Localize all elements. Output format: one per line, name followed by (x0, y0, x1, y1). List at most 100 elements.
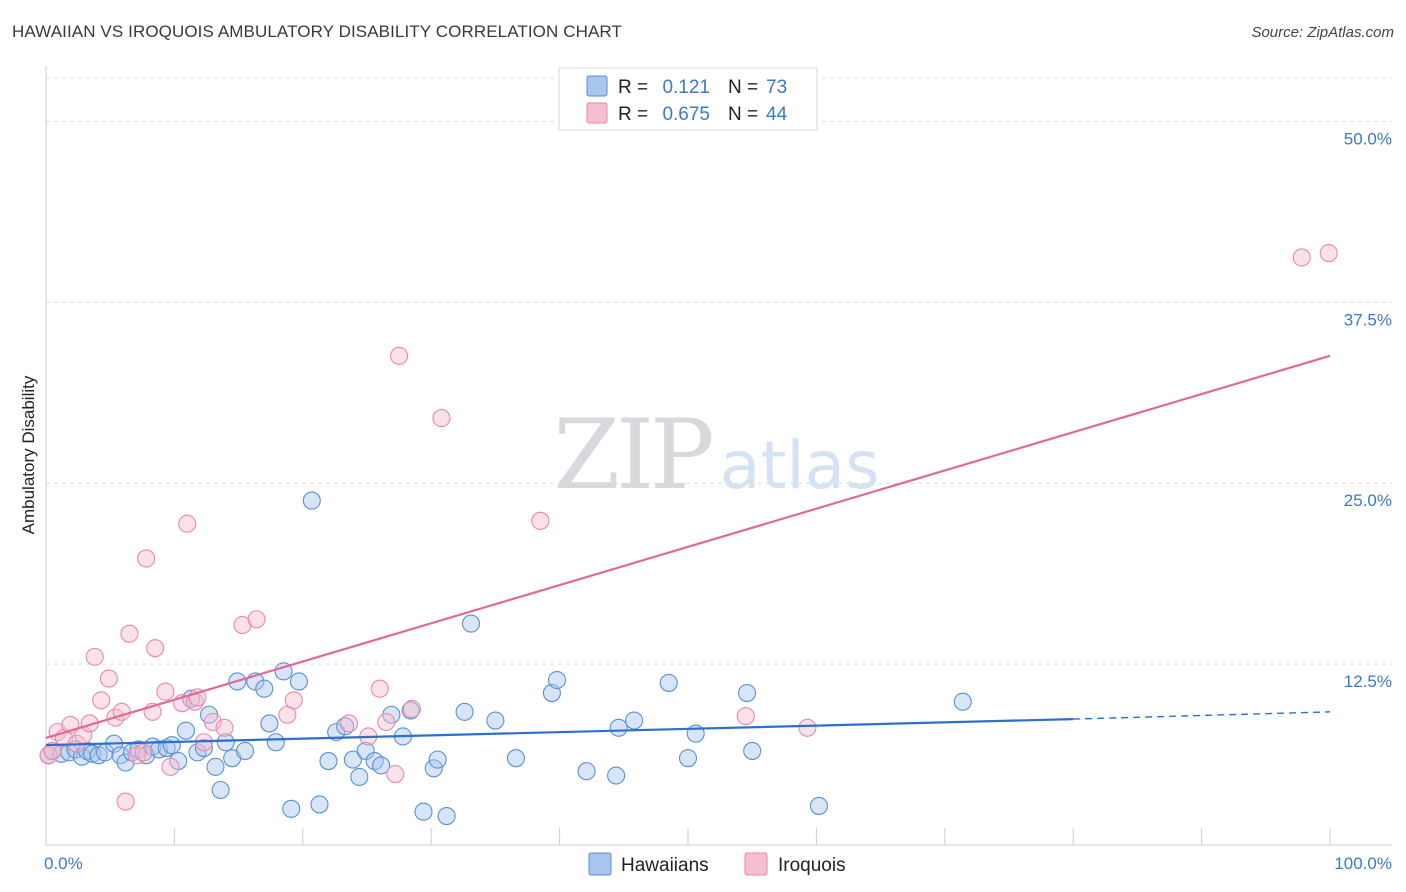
iroquois-point-27 (203, 712, 222, 732)
y-tick-label-0: 12.5% (1344, 672, 1392, 691)
x-tick-label-1: 100.0% (1334, 854, 1392, 873)
iroquois-point-10 (99, 669, 118, 688)
iroquois-point-39 (402, 699, 421, 719)
hawaiians-point-46 (356, 741, 375, 760)
legend-swatch-iroquois (586, 102, 608, 124)
iroquois-point-38 (390, 346, 409, 365)
iroquois-point-42 (736, 707, 755, 726)
bottom-legend-swatch-iroquois (744, 852, 768, 876)
iroquois-trend-line (45, 354, 1331, 739)
watermark: ZIP atlas (553, 399, 879, 511)
hawaiians-point-27 (211, 780, 230, 800)
legend-n-label-iroquois: N = (728, 104, 758, 125)
hawaiians-point-24 (194, 738, 213, 758)
iroquois-point-16 (134, 743, 153, 762)
bottom-legend: Hawaiians Iroquois (588, 852, 846, 876)
legend: R = 0.121 N = 73 R = 0.675 N = 44 (558, 67, 818, 131)
hawaiians-point-57 (461, 614, 481, 633)
hawaiians-point-55 (437, 807, 456, 826)
hawaiians-point-35 (266, 733, 285, 752)
iroquois-point-45 (1319, 244, 1338, 263)
hawaiians-point-69 (738, 683, 757, 703)
legend-r-value-iroquois: 0.675 (662, 104, 710, 125)
chart-title: HAWAIIAN VS IROQUOIS AMBULATORY DISABILI… (12, 22, 622, 41)
iroquois-point-1 (43, 741, 62, 760)
hawaiians-trend-line (45, 717, 1074, 747)
iroquois-point-33 (339, 714, 359, 733)
hawaiians-point-64 (609, 718, 628, 737)
legend-r-value-hawaiians: 0.121 (662, 77, 710, 98)
iroquois-point-30 (247, 610, 266, 629)
iroquois-point-41 (531, 511, 550, 530)
y-tick-label-1: 25.0% (1344, 491, 1392, 510)
hawaiians-point-40 (310, 795, 329, 814)
legend-n-value-hawaiians: 73 (766, 77, 787, 98)
hawaiians-point-34 (260, 714, 279, 733)
iroquois-point-13 (116, 792, 135, 811)
hawaiians-point-39 (302, 491, 321, 510)
hawaiians-point-54 (428, 750, 447, 769)
iroquois-point-43 (798, 718, 817, 737)
hawaiians-point-42 (327, 723, 346, 742)
hawaiians-point-65 (625, 711, 644, 730)
axes (45, 66, 1392, 846)
y-tick-label-3: 50.0% (1344, 129, 1392, 148)
y-axis-label: Ambulatory Disability (19, 375, 38, 534)
hawaiians-point-71 (809, 796, 829, 815)
hawaiians-point-28 (216, 733, 235, 752)
iroquois-point-17 (137, 549, 156, 568)
hawaiians-trend-extension (1073, 711, 1331, 720)
iroquois-point-14 (120, 624, 139, 643)
iroquois-point-20 (156, 682, 175, 701)
hawaiians-points (39, 491, 972, 826)
iroquois-point-35 (370, 679, 389, 698)
x-tick-label-0: 0.0% (44, 854, 83, 873)
hawaiians-point-44 (343, 750, 362, 769)
hawaiians-point-63 (607, 766, 626, 785)
hawaiians-point-33 (255, 679, 274, 698)
hawaiians-point-59 (506, 749, 525, 768)
hawaiians-point-70 (743, 741, 762, 760)
source-label: Source: ZipAtlas.com (1251, 24, 1394, 41)
iroquois-point-23 (178, 514, 197, 533)
hawaiians-point-38 (289, 672, 308, 691)
hawaiians-point-48 (372, 756, 391, 775)
iroquois-point-9 (92, 691, 111, 710)
hawaiians-point-21 (176, 721, 196, 740)
hawaiians-point-31 (235, 741, 255, 760)
legend-r-label-iroquois: R = (618, 104, 648, 125)
legend-n-label-hawaiians: N = (728, 77, 758, 98)
hawaiians-point-56 (455, 702, 474, 721)
watermark-zip: ZIP (553, 399, 712, 511)
hawaiians-point-19 (162, 736, 181, 755)
hawaiians-point-52 (414, 802, 433, 821)
iroquois-point-8 (85, 647, 104, 666)
iroquois-points (39, 244, 1338, 811)
hawaiians-point-67 (678, 749, 698, 768)
bottom-legend-iroquois: Iroquois (778, 855, 846, 876)
hawaiians-point-45 (350, 767, 369, 787)
hawaiians-point-51 (401, 701, 420, 720)
hawaiians-point-53 (424, 759, 443, 778)
legend-swatch-hawaiians (586, 75, 608, 97)
bottom-legend-swatch-hawaiians (588, 852, 612, 876)
iroquois-point-36 (377, 712, 396, 732)
grid (46, 77, 1392, 665)
iroquois-point-44 (1292, 248, 1311, 267)
y-tick-label-2: 37.5% (1344, 310, 1392, 329)
hawaiians-point-41 (319, 752, 338, 771)
legend-r-label-hawaiians: R = (618, 77, 648, 98)
iroquois-point-37 (386, 765, 405, 784)
watermark-atlas: atlas (720, 427, 880, 504)
hawaiians-point-37 (282, 799, 301, 818)
iroquois-point-21 (161, 757, 180, 776)
iroquois-point-40 (432, 409, 451, 428)
hawaiians-point-58 (486, 711, 505, 730)
iroquois-point-28 (215, 718, 234, 737)
hawaiians-point-61 (547, 670, 567, 690)
iroquois-point-32 (284, 691, 303, 710)
legend-n-value-iroquois: 44 (766, 104, 788, 125)
hawaiians-point-72 (953, 692, 972, 711)
hawaiians-point-66 (659, 673, 678, 692)
